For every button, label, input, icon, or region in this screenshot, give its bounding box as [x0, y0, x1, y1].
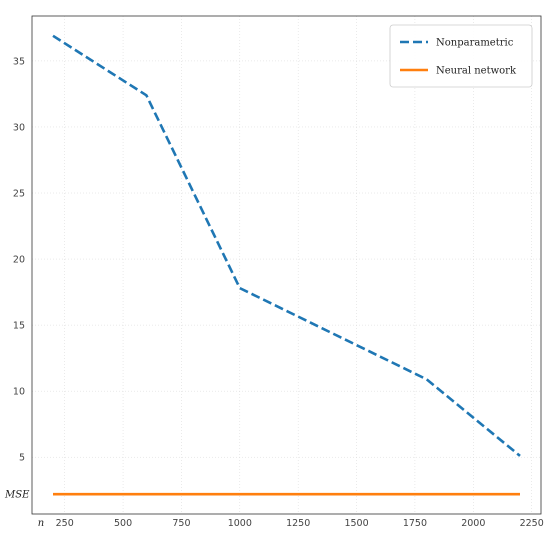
series-line-1 — [52, 34, 521, 457]
legend-label: Neural network — [436, 66, 517, 77]
x-tick-label: 1250 — [286, 518, 310, 529]
x-tick-label: 1500 — [344, 518, 368, 529]
y-tick-label: 15 — [13, 321, 25, 332]
tick-labels: 250 500 750 1000 1250 1500 1750 2000 2250 5 10 15 20… — [13, 56, 544, 529]
y-tick-label: 30 — [13, 122, 25, 133]
legend: Nonparametric Neural network — [389, 24, 533, 88]
grid — [32, 16, 541, 514]
x-tick-label: 750 — [172, 518, 190, 529]
x-tick-label: 2000 — [461, 518, 485, 529]
x-axis-label: n — [38, 518, 44, 529]
plot-frame — [31, 15, 542, 515]
y-tick-label: 25 — [13, 189, 25, 200]
legend-box — [389, 24, 533, 88]
y-axis-label: MSE — [4, 490, 30, 501]
legend-label: Nonparametric — [436, 38, 514, 49]
y-tick-label: 5 — [19, 453, 25, 464]
x-tick-label: 250 — [56, 518, 74, 529]
y-tick-label: 10 — [13, 387, 25, 398]
x-tick-label: 1000 — [228, 518, 252, 529]
series-lines — [52, 34, 521, 496]
x-tick-label: 2250 — [520, 518, 544, 529]
x-tick-label: 1750 — [403, 518, 427, 529]
y-tick-label: 20 — [13, 255, 25, 266]
x-tick-label: 500 — [114, 518, 132, 529]
y-tick-label: 35 — [13, 56, 25, 67]
